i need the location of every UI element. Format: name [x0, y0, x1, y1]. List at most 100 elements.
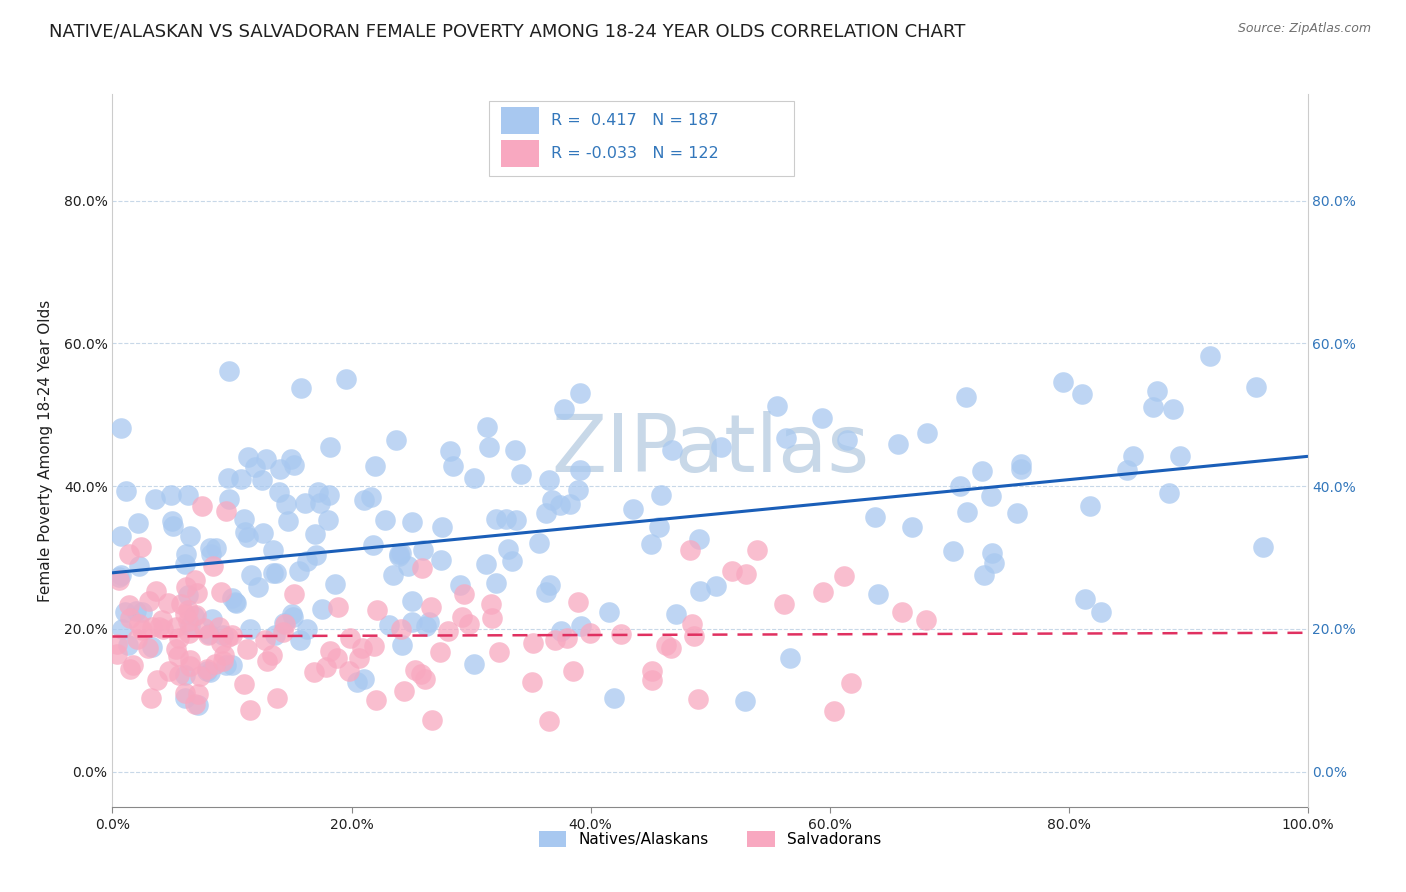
Point — [1244, 380, 1267, 394]
Point — [297, 622, 319, 636]
Point — [277, 514, 299, 528]
Point — [835, 433, 858, 447]
Point — [409, 667, 432, 681]
Point — [413, 672, 436, 686]
Point — [773, 597, 796, 611]
Point — [276, 497, 298, 511]
Point — [145, 491, 167, 506]
Point — [335, 372, 357, 386]
Point — [280, 451, 302, 466]
Point — [174, 580, 197, 594]
Point — [721, 565, 744, 579]
Point — [1199, 349, 1222, 363]
Point — [418, 615, 440, 630]
Point — [179, 653, 201, 667]
Point — [145, 583, 167, 598]
Legend: Natives/Alaskans, Salvadorans: Natives/Alaskans, Salvadorans — [533, 825, 887, 853]
Point — [307, 484, 329, 499]
Point — [450, 610, 472, 624]
Point — [834, 569, 856, 583]
Point — [529, 536, 551, 550]
Point — [900, 520, 922, 534]
Point — [326, 651, 349, 665]
Point — [215, 504, 238, 518]
Point — [366, 603, 388, 617]
Point — [679, 543, 702, 558]
Point — [439, 444, 461, 458]
Point — [174, 686, 197, 700]
Point — [973, 568, 995, 582]
Point — [553, 402, 575, 417]
Text: R = -0.033   N = 122: R = -0.033 N = 122 — [551, 146, 718, 161]
Point — [288, 565, 311, 579]
Point — [915, 425, 938, 440]
Point — [105, 648, 128, 662]
Point — [621, 502, 644, 516]
Point — [264, 566, 287, 580]
Point — [389, 546, 412, 560]
Point — [245, 459, 267, 474]
Point — [548, 499, 571, 513]
Point — [477, 420, 499, 434]
Point — [141, 640, 163, 655]
Point — [177, 625, 200, 640]
Point — [811, 585, 834, 599]
Point — [641, 673, 664, 687]
Point — [302, 665, 325, 680]
Point — [125, 604, 148, 618]
Point — [274, 617, 297, 632]
Point — [430, 553, 453, 567]
Point — [449, 578, 471, 592]
Point — [110, 529, 132, 543]
Point — [501, 554, 523, 568]
Point — [412, 543, 434, 558]
Point — [297, 553, 319, 567]
Point — [186, 585, 208, 599]
Point — [887, 437, 910, 451]
Point — [475, 557, 498, 571]
Point — [1122, 449, 1144, 463]
Point — [238, 530, 260, 544]
Point — [283, 587, 305, 601]
Point — [197, 626, 219, 640]
Point — [550, 624, 572, 638]
Point — [187, 698, 209, 712]
Point — [319, 440, 342, 454]
Point — [129, 540, 152, 554]
Point — [478, 440, 501, 454]
Point — [290, 381, 312, 395]
Point — [128, 558, 150, 573]
Point — [948, 479, 970, 493]
Point — [384, 433, 406, 447]
Point — [942, 544, 965, 558]
Point — [1073, 591, 1095, 606]
Point — [311, 601, 333, 615]
Point — [183, 608, 205, 623]
Point — [1146, 384, 1168, 398]
Point — [269, 462, 291, 476]
Point — [419, 600, 441, 615]
Point — [125, 632, 148, 646]
Point — [288, 632, 311, 647]
Point — [165, 620, 187, 634]
Point — [401, 594, 423, 608]
Point — [914, 613, 936, 627]
Point — [543, 633, 565, 648]
Point — [537, 474, 560, 488]
Point — [485, 512, 508, 526]
Point — [195, 664, 218, 678]
Point — [127, 516, 149, 530]
Point — [177, 488, 200, 502]
Point — [264, 628, 287, 642]
Point — [315, 659, 337, 673]
Point — [1253, 541, 1275, 555]
Bar — [501, 107, 538, 135]
Point — [1142, 401, 1164, 415]
Point — [353, 673, 375, 687]
Point — [184, 697, 207, 711]
Point — [463, 471, 485, 485]
Point — [200, 665, 222, 679]
Point — [198, 541, 221, 556]
Point — [401, 615, 423, 630]
Point — [437, 624, 460, 638]
